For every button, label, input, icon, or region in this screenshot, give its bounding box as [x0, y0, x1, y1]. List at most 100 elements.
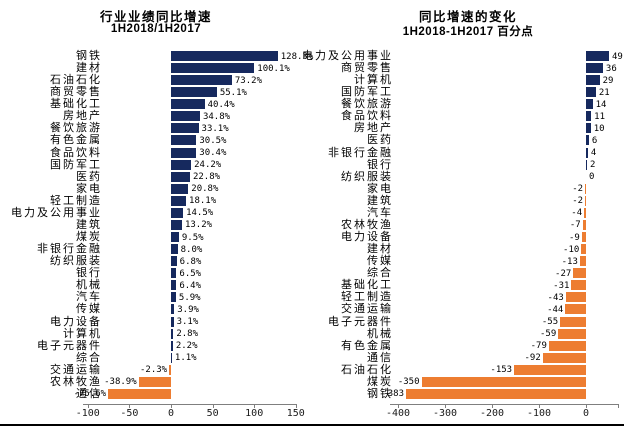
- value-label: -59: [540, 329, 557, 340]
- bar: [171, 183, 189, 194]
- category-label: 商贸零售: [50, 86, 102, 99]
- bar: [171, 328, 174, 339]
- bar: [108, 388, 171, 399]
- chart-title: 同比增速的变化: [418, 10, 517, 24]
- bar: [581, 244, 586, 255]
- value-label: 383: [387, 389, 404, 400]
- value-label: 73.2%: [234, 75, 262, 86]
- category-label: 纺织服装: [50, 255, 102, 268]
- value-label: -38.9%: [104, 377, 137, 388]
- category-label: 建筑: [367, 194, 393, 207]
- bar: [171, 135, 197, 146]
- category-label: 建材: [76, 62, 102, 75]
- x-axis-tick-label: -100: [526, 408, 552, 419]
- plot-area: 电力及公用事业 49 商贸零售 36 计算机 29 国防军工 21 餐饮旅游 14 食品饮料 11 房地…: [302, 0, 624, 428]
- category-label: 房地产: [354, 122, 393, 135]
- category-label: 传媒: [367, 255, 393, 268]
- x-axis-tick-label: -50: [120, 408, 139, 419]
- value-label: 33.1%: [201, 123, 229, 134]
- value-label: 9.5%: [181, 232, 204, 243]
- value-label: -153: [490, 365, 513, 376]
- bar: [586, 159, 587, 170]
- value-label: 6.4%: [179, 280, 201, 291]
- x-axis-tick: [254, 404, 256, 408]
- bar: [571, 280, 586, 291]
- category-label: 机械: [76, 279, 102, 292]
- x-axis-tick: [87, 404, 89, 408]
- category-label: 食品饮料: [341, 110, 393, 123]
- bar: [586, 51, 610, 61]
- category-label: 电力设备: [341, 231, 393, 244]
- value-label: 128.3%: [280, 51, 314, 62]
- value-label: 8.0%: [180, 244, 203, 255]
- category-label: 煤炭: [367, 375, 393, 388]
- bar: [171, 352, 172, 363]
- x-axis-tick-label: 100: [245, 408, 264, 419]
- bar: [171, 268, 177, 279]
- bar: [171, 123, 199, 134]
- value-label: 1.1%: [174, 353, 197, 364]
- category-label: 建材: [367, 243, 393, 256]
- value-label: -43: [547, 292, 564, 303]
- category-label: 计算机: [354, 74, 393, 87]
- bar: [565, 304, 586, 315]
- chart-title: 行业业绩同比增速: [99, 10, 212, 24]
- category-label: 非银行金融: [328, 146, 393, 159]
- category-label: 医药: [76, 170, 102, 183]
- bar: [421, 376, 586, 387]
- category-label: 汽车: [76, 291, 102, 304]
- bar: [171, 292, 176, 303]
- bar: [579, 256, 586, 267]
- value-label: 2: [589, 160, 596, 171]
- x-axis-tick: [398, 404, 399, 408]
- x-axis-tick: [492, 404, 493, 408]
- value-label: -55: [541, 317, 559, 328]
- value-label: 5.9%: [178, 292, 201, 303]
- value-label: 55.1%: [219, 87, 247, 98]
- value-label: 6.8%: [179, 256, 202, 267]
- bar: [171, 63, 255, 74]
- x-axis-tick: [171, 404, 172, 408]
- value-label: 2.2%: [175, 341, 198, 352]
- category-label: 非银行金融: [37, 243, 102, 256]
- x-axis-tick: [539, 404, 540, 408]
- value-label: 100.1%: [257, 63, 290, 74]
- plot-area: 钢铁 128.3% 建材 100.1% 石油石化 73.2% 商贸零售 55.1% 基础化工 40…: [11, 50, 314, 419]
- category-label: 机械: [367, 327, 393, 340]
- category-label: 有色金属: [50, 134, 102, 147]
- x-axis-tick-label: -200: [479, 408, 505, 419]
- category-label: 家电: [367, 182, 393, 195]
- x-axis-tick-label: 0: [582, 408, 590, 419]
- x-axis-tick-label: 0: [167, 408, 175, 419]
- x-axis-tick: [586, 404, 587, 408]
- bar: [171, 147, 197, 158]
- category-label: 纺织服装: [341, 170, 393, 183]
- value-label: 22.8%: [192, 172, 221, 183]
- bar: [582, 219, 586, 230]
- bar: [171, 99, 205, 110]
- category-label: 综合: [76, 351, 102, 364]
- category-label: 有色金属: [341, 339, 393, 352]
- value-label: -2: [572, 184, 584, 195]
- bar: [138, 376, 171, 387]
- category-label: 食品饮料: [50, 146, 102, 159]
- x-axis-tick-label: -100: [75, 408, 100, 419]
- bar: [514, 364, 586, 375]
- category-label: 国防军工: [341, 86, 393, 99]
- category-label: 电力设备: [50, 315, 102, 328]
- value-label: -13: [561, 256, 578, 267]
- category-label: 电子元器件: [328, 315, 393, 328]
- x-axis-tick-label: -300: [432, 408, 458, 419]
- value-label: 36: [605, 63, 617, 74]
- left-chart-industry-growth: 行业业绩同比增速 1H2018/1H2017 钢铁 128.3% 建材 100.1% 石…: [11, 10, 314, 419]
- category-label: 餐饮旅游: [341, 98, 393, 111]
- category-label: 农林牧渔: [341, 218, 393, 231]
- bar: [171, 111, 200, 122]
- value-label: 3.9%: [177, 304, 199, 315]
- bar: [171, 159, 192, 170]
- x-axis-tick-label: 50: [206, 408, 219, 419]
- bar: [171, 75, 232, 86]
- value-label: -10: [563, 244, 580, 255]
- value-label: -7: [569, 220, 581, 231]
- category-label: 传媒: [76, 303, 102, 316]
